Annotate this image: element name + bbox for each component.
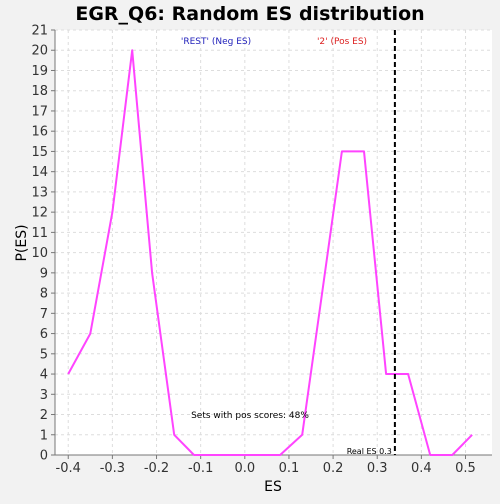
- x-tick-label: -0.2: [144, 461, 169, 476]
- y-tick-label: 9: [40, 266, 48, 281]
- y-tick-label: 10: [31, 246, 48, 261]
- neg-es-label: 'REST' (Neg ES): [181, 37, 251, 47]
- y-tick-label: 5: [40, 347, 48, 362]
- x-tick-label: 0.2: [323, 461, 344, 476]
- y-tick-label: 6: [40, 327, 48, 342]
- y-axis-label: P(ES): [14, 224, 30, 261]
- series-layer: [67, 49, 473, 456]
- x-tick-label: 0.1: [279, 461, 300, 476]
- y-tick-label: 13: [31, 185, 48, 200]
- y-tick-label: 8: [40, 287, 48, 302]
- x-tick-label: -0.1: [188, 461, 213, 476]
- y-tick-label: 12: [31, 206, 48, 221]
- y-tick-label: 14: [31, 165, 48, 180]
- y-tick-label: 17: [31, 104, 48, 119]
- pos-scores-annotation: Sets with pos scores: 48%: [191, 411, 309, 421]
- x-tick-label: 0.4: [411, 461, 432, 476]
- plot-area: [55, 30, 492, 455]
- y-tick-label: 3: [40, 388, 48, 403]
- x-tick-label: 0.0: [234, 461, 255, 476]
- y-tick-label: 0: [40, 449, 48, 464]
- pos-es-label: '2' (Pos ES): [317, 37, 367, 47]
- y-tick-label: 18: [31, 84, 48, 99]
- x-tick-label: 0.3: [367, 461, 388, 476]
- series-line: [67, 49, 473, 456]
- x-tick-label: -0.3: [100, 461, 125, 476]
- y-tick-label: 4: [40, 368, 48, 383]
- y-tick-label: 2: [40, 408, 48, 423]
- y-tick-label: 21: [31, 24, 48, 39]
- x-tick-label: -0.4: [56, 461, 81, 476]
- y-tick-label: 7: [40, 307, 48, 322]
- y-tick-label: 11: [31, 226, 48, 241]
- y-tick-label: 20: [31, 44, 48, 59]
- y-tick-label: 19: [31, 64, 48, 79]
- grid: [55, 29, 492, 456]
- y-tick-label: 15: [31, 145, 48, 160]
- real-es-layer: Real ES 0.3: [347, 30, 396, 456]
- x-axis-label: ES: [264, 479, 282, 495]
- x-tick-label: 0.5: [455, 461, 476, 476]
- real-es-label: Real ES 0.3: [347, 447, 392, 456]
- y-tick-label: 1: [40, 428, 48, 443]
- y-tick-label: 16: [31, 125, 48, 140]
- chart-title: EGR_Q6: Random ES distribution: [75, 3, 424, 25]
